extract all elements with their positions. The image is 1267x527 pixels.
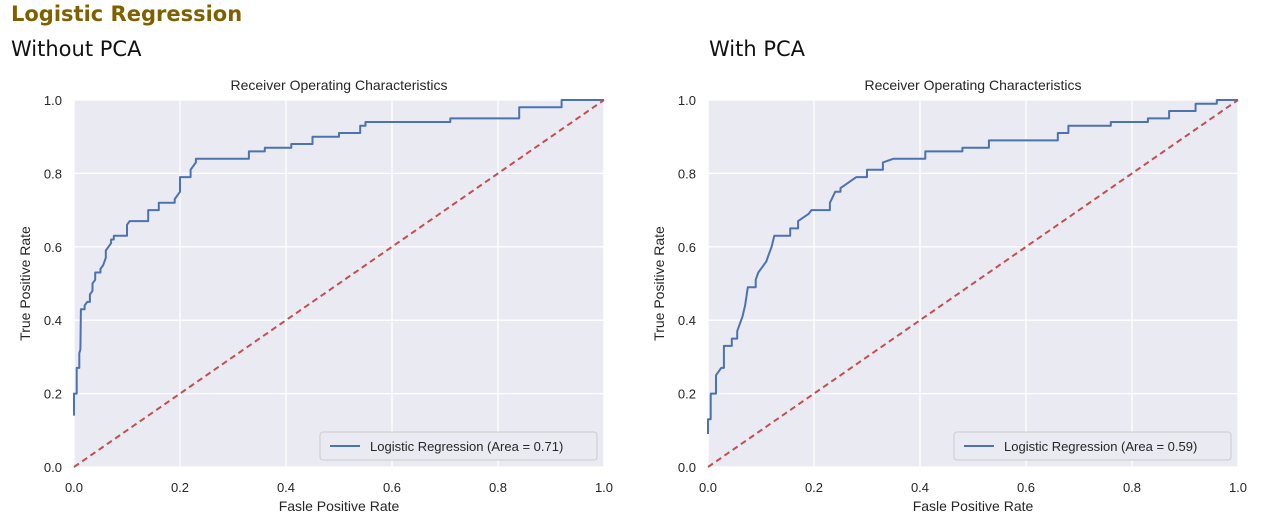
x-tick-label: 0.8: [489, 480, 507, 495]
y-tick-label: 0.2: [44, 387, 62, 402]
legend: Logistic Regression (Area = 0.71): [319, 431, 598, 461]
chance-diagonal-line: [707, 99, 1239, 468]
roc-chart-without-pca: 0.0 0.2 0.4 0.6 0.8 1.0 0.0 0.2 0.4 0.6 0.8 1.0 Rece…: [17, 77, 613, 514]
y-tick-label: 0.4: [678, 313, 696, 328]
roc-curve-line: [707, 99, 1238, 434]
legend-label: Logistic Regression (Area = 0.71): [370, 439, 563, 454]
y-tick-label: 0.6: [44, 240, 62, 255]
y-tick-label: 0.2: [678, 387, 696, 402]
x-tick-label: 0.0: [65, 480, 83, 495]
x-tick-label: 0.4: [911, 480, 929, 495]
page-heading: Logistic Regression: [11, 2, 243, 26]
x-axis-label: Fasle Positive Rate: [913, 498, 1034, 514]
y-axis-label: True Positive Rate: [17, 226, 33, 341]
y-tick-label: 0.6: [678, 240, 696, 255]
x-tick-label: 0.2: [805, 480, 823, 495]
x-tick-label: 1.0: [1229, 480, 1247, 495]
x-tick-label: 0.6: [1017, 480, 1035, 495]
y-axis-label: True Positive Rate: [651, 226, 667, 341]
legend-label: Logistic Regression (Area = 0.59): [1004, 439, 1197, 454]
x-tick-label: 0.8: [1123, 480, 1141, 495]
panel-label-with-pca: With PCA: [709, 37, 806, 61]
legend-box: [953, 431, 1232, 461]
x-tick-label: 0.6: [383, 480, 401, 495]
legend: Logistic Regression (Area = 0.59): [953, 431, 1232, 461]
panel-label-without-pca: Without PCA: [11, 37, 142, 61]
roc-curve-line: [73, 99, 604, 416]
x-tick-label: 0.4: [277, 480, 295, 495]
legend-box: [319, 431, 598, 461]
chart-title: Receiver Operating Characteristics: [864, 77, 1081, 93]
x-tick-label: 1.0: [595, 480, 613, 495]
roc-chart-with-pca: 0.0 0.2 0.4 0.6 0.8 1.0 0.0 0.2 0.4 0.6 0.8 1.0 Rece…: [651, 77, 1247, 514]
y-tick-label: 0.0: [678, 460, 696, 475]
x-axis-label: Fasle Positive Rate: [279, 498, 400, 514]
x-tick-label: 0.2: [171, 480, 189, 495]
y-tick-label: 1.0: [44, 93, 62, 108]
y-tick-label: 0.4: [44, 313, 62, 328]
y-tick-label: 0.8: [44, 166, 62, 181]
chance-diagonal-line: [73, 99, 605, 468]
x-tick-label: 0.0: [699, 480, 717, 495]
y-tick-label: 0.0: [44, 460, 62, 475]
y-tick-label: 1.0: [678, 93, 696, 108]
y-tick-label: 0.8: [678, 166, 696, 181]
chart-title: Receiver Operating Characteristics: [230, 77, 447, 93]
